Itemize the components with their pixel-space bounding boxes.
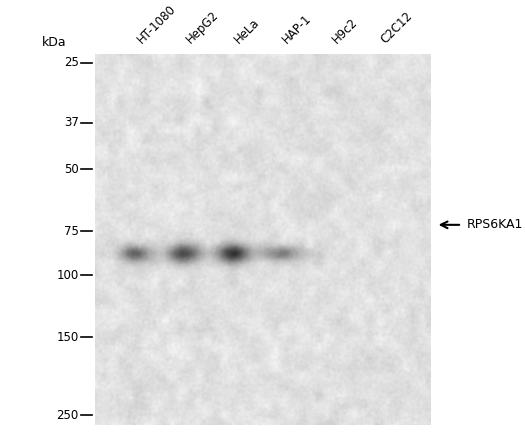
Text: 250: 250 — [57, 409, 79, 422]
Text: HeLa: HeLa — [232, 16, 262, 46]
Text: 37: 37 — [64, 116, 79, 130]
Text: C2C12: C2C12 — [379, 9, 415, 46]
Text: 50: 50 — [64, 163, 79, 176]
Text: RPS6KA1: RPS6KA1 — [467, 218, 523, 232]
Text: 75: 75 — [64, 224, 79, 238]
Text: 100: 100 — [57, 269, 79, 282]
Text: HAP-1: HAP-1 — [280, 12, 314, 46]
Text: HepG2: HepG2 — [184, 8, 221, 46]
Text: 150: 150 — [57, 331, 79, 344]
Text: HT-1080: HT-1080 — [135, 3, 179, 46]
Text: 25: 25 — [64, 56, 79, 69]
Text: H9c2: H9c2 — [330, 16, 360, 46]
Text: kDa: kDa — [42, 36, 67, 49]
